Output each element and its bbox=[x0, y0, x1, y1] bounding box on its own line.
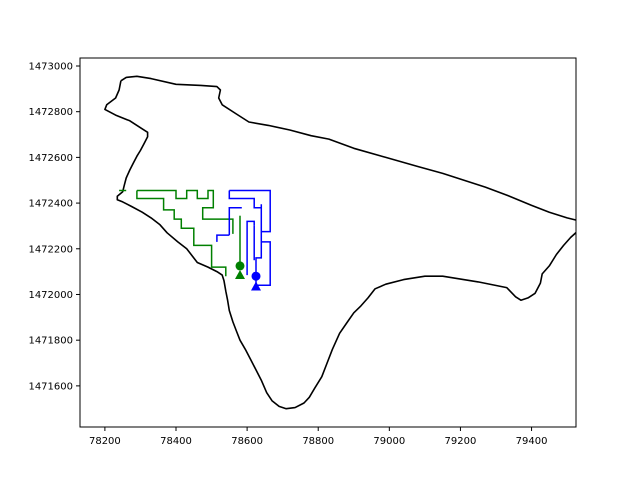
x-axis: 78200 78400 78600 78800 79000 79200 79400 bbox=[89, 427, 547, 447]
y-tick-label-7: 1473000 bbox=[28, 61, 73, 72]
series-1 bbox=[216, 189, 271, 291]
y-tick-label-4: 1472400 bbox=[28, 199, 73, 210]
x-tick-label-2: 78600 bbox=[231, 436, 263, 447]
series-0-triangle-marker-1 bbox=[235, 270, 245, 280]
x-tick-label-1: 78400 bbox=[160, 436, 192, 447]
y-tick-label-6: 1472800 bbox=[28, 107, 73, 118]
x-tick-label-0: 78200 bbox=[89, 436, 121, 447]
y-tick-label-5: 1472600 bbox=[28, 153, 73, 164]
series-0-circle-marker-0 bbox=[235, 261, 245, 271]
y-tick-label-1: 1471800 bbox=[28, 336, 73, 347]
series-1-circle-marker-0 bbox=[251, 271, 261, 281]
x-tick-label-4: 79000 bbox=[373, 436, 405, 447]
data-layer bbox=[104, 75, 576, 410]
series-1-line-5 bbox=[216, 234, 230, 242]
x-tick-label-6: 79400 bbox=[516, 436, 548, 447]
series-0-line-3 bbox=[136, 190, 227, 277]
boundary-line bbox=[104, 75, 576, 410]
y-tick-label-0: 1471600 bbox=[28, 381, 73, 392]
y-tick-label-3: 1472200 bbox=[28, 244, 73, 255]
x-tick-label-5: 79200 bbox=[445, 436, 477, 447]
series-1-line-0 bbox=[229, 189, 271, 287]
y-axis: 1471600 1471800 1472000 1472200 1472400 14726… bbox=[28, 61, 80, 392]
series-1-triangle-marker-1 bbox=[251, 281, 261, 291]
axes-frame bbox=[79, 57, 577, 428]
series-1-line-4 bbox=[228, 206, 242, 236]
series-0 bbox=[119, 189, 245, 280]
series-1-line-1 bbox=[228, 190, 262, 209]
y-tick-label-2: 1472000 bbox=[28, 290, 73, 301]
x-tick-label-3: 78800 bbox=[302, 436, 334, 447]
series-1-line-2 bbox=[246, 220, 255, 276]
series-0-line-1 bbox=[136, 189, 234, 234]
